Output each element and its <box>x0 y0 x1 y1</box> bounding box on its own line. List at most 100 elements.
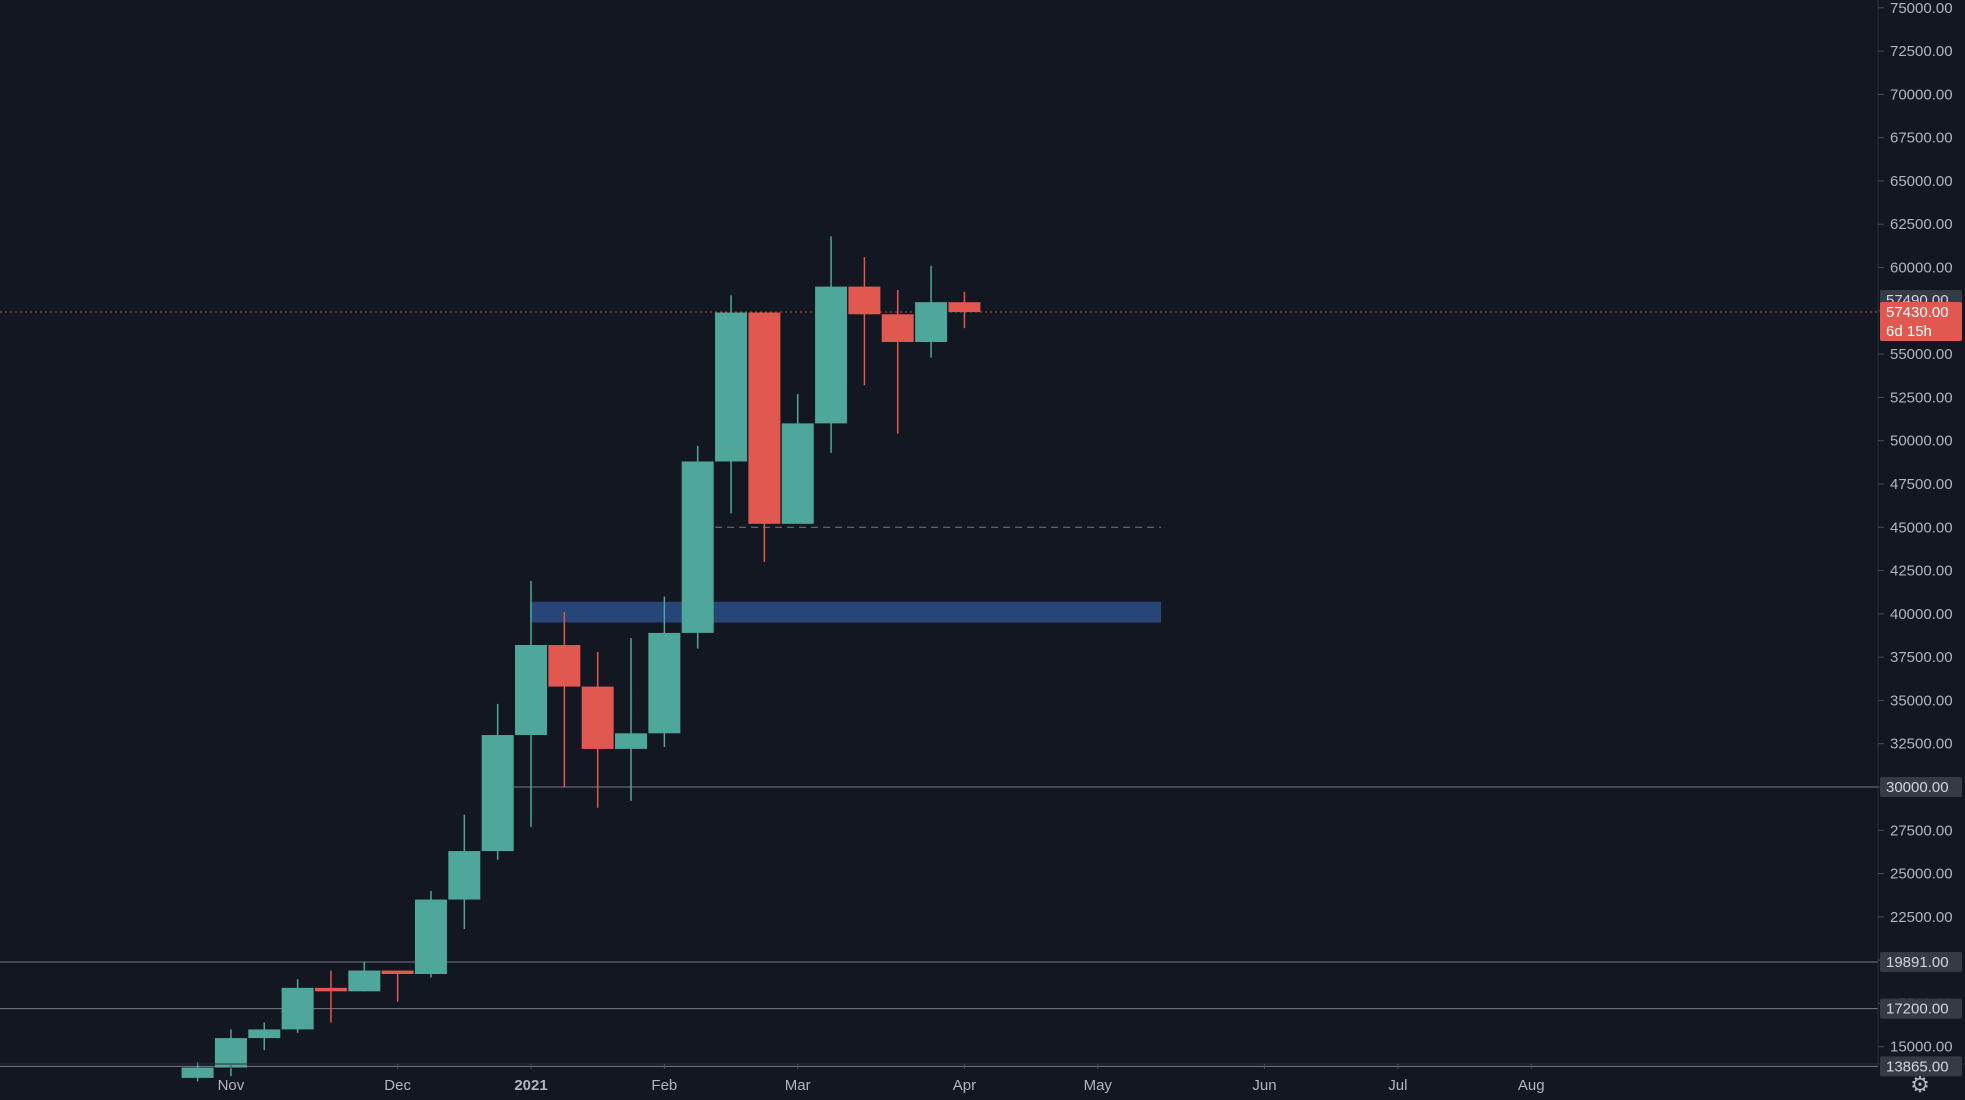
price-tick-label: 22500.00 <box>1890 909 1953 926</box>
level-price-label: 19891.00 <box>1886 954 1949 971</box>
date-tick-label: Jul <box>1388 1077 1407 1094</box>
candle <box>848 257 881 386</box>
price-tick-label: 55000.00 <box>1890 346 1953 363</box>
candle-body <box>848 286 881 315</box>
candle <box>181 1062 214 1082</box>
candle-countdown-label: 6d 15h <box>1886 323 1932 340</box>
candles-layer <box>181 236 981 1082</box>
price-tick-label: 60000.00 <box>1890 260 1953 277</box>
date-tick-label: Dec <box>384 1077 411 1094</box>
level-price-label: 30000.00 <box>1886 779 1949 796</box>
candle <box>281 979 314 1033</box>
candle <box>781 393 814 524</box>
date-tick-label: May <box>1084 1077 1113 1094</box>
candle <box>581 651 614 808</box>
level-price-badge <box>1880 952 1962 973</box>
price-tick-label: 65000.00 <box>1890 173 1953 190</box>
candle <box>615 638 648 801</box>
price-tick-label: 27500.00 <box>1890 822 1953 839</box>
date-tick-label: Aug <box>1518 1077 1545 1094</box>
support-zone <box>530 601 1162 623</box>
candle <box>915 265 948 358</box>
candle <box>715 295 748 514</box>
candle-body <box>915 302 948 342</box>
zone-layer <box>530 601 1162 623</box>
candle <box>548 612 581 787</box>
date-tick-label: Jun <box>1252 1077 1276 1094</box>
current-price-label: 57430.00 <box>1886 304 1949 321</box>
candle <box>515 580 547 827</box>
price-tick-label: 45000.00 <box>1890 519 1953 536</box>
date-tick-label: Nov <box>218 1077 245 1094</box>
price-tick-label: 15000.00 <box>1890 1039 1953 1056</box>
candle-body <box>948 302 981 313</box>
price-tick-label: 70000.00 <box>1890 86 1953 103</box>
candle <box>381 970 414 1002</box>
price-badges-layer: 30000.0019891.0017200.0013865.0057490.00… <box>1880 290 1962 1077</box>
price-tick-label: 67500.00 <box>1890 130 1953 147</box>
candle-body <box>581 686 614 749</box>
candle-body <box>648 632 681 734</box>
candle <box>348 961 381 992</box>
level-price-label: 13865.00 <box>1886 1058 1949 1075</box>
price-tick-label: 40000.00 <box>1890 606 1953 623</box>
candle <box>214 1029 247 1077</box>
candle-body <box>781 423 814 524</box>
candle-body <box>381 970 414 975</box>
candle <box>815 236 848 453</box>
current-price-badge <box>1880 302 1962 342</box>
price-axis[interactable]: 15000.0017500.0020000.0022500.0025000.00… <box>1877 0 1953 1064</box>
gear-icon[interactable]: ⚙ <box>1910 1073 1930 1098</box>
candle-body <box>681 461 714 633</box>
candle <box>948 291 981 329</box>
candle-body <box>414 899 447 975</box>
price-tick-label: 62500.00 <box>1890 216 1953 233</box>
candle-body <box>615 733 648 749</box>
price-tick-label: 35000.00 <box>1890 692 1953 709</box>
date-tick-label: Mar <box>785 1077 811 1094</box>
candle-body <box>181 1067 214 1078</box>
candle-body <box>881 314 914 342</box>
candle-body <box>214 1038 247 1068</box>
candle <box>681 445 714 649</box>
price-tick-label: 25000.00 <box>1890 866 1953 883</box>
price-tick-label: 47500.00 <box>1890 476 1953 493</box>
date-tick-label: 2021 <box>514 1077 547 1094</box>
candle <box>648 596 681 748</box>
date-tick-label: Feb <box>651 1077 677 1094</box>
date-tick-label: Apr <box>953 1077 976 1094</box>
price-tick-label: 75000.00 <box>1890 0 1953 17</box>
candle <box>481 703 514 860</box>
candle-body <box>748 312 781 524</box>
candle-body <box>348 970 381 992</box>
level-price-badge <box>1880 1056 1962 1077</box>
price-tick-label: 50000.00 <box>1890 433 1953 450</box>
candle-body <box>248 1029 281 1039</box>
price-tick-label: 72500.00 <box>1890 43 1953 60</box>
candle-body <box>314 987 347 992</box>
candle-body <box>281 987 314 1030</box>
price-tick-label: 52500.00 <box>1890 389 1953 406</box>
price-tick-label: 42500.00 <box>1890 563 1953 580</box>
level-price-badge <box>1880 777 1962 797</box>
candle <box>248 1022 281 1051</box>
candle <box>314 970 347 1023</box>
level-price-label: 17200.00 <box>1886 1001 1949 1018</box>
level-price-badge <box>1880 998 1962 1019</box>
candle-body <box>815 286 848 424</box>
price-tick-label: 32500.00 <box>1890 736 1953 753</box>
candle-body <box>448 851 481 900</box>
candle <box>881 290 914 434</box>
candle-body <box>515 645 547 736</box>
candle-body <box>548 645 581 687</box>
candle-body <box>481 735 514 852</box>
price-tick-label: 37500.00 <box>1890 649 1953 666</box>
candle-body <box>715 312 748 462</box>
date-axis[interactable]: Nov Dec 2021 Feb Mar Apr May Jun Jul Aug <box>0 1063 1965 1094</box>
level-lines-layer <box>0 311 1878 1067</box>
candle <box>448 814 481 929</box>
candle <box>414 890 447 978</box>
candle <box>748 312 781 562</box>
